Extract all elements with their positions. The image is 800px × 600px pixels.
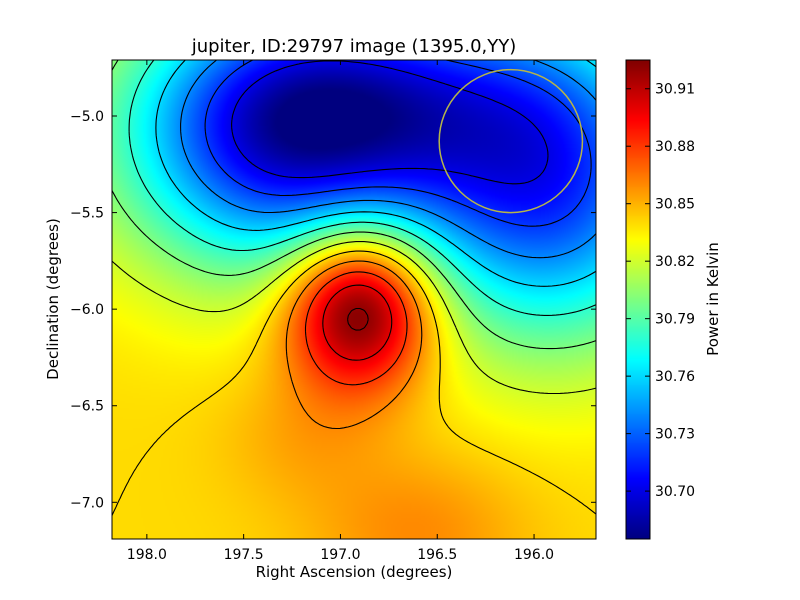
x-axis: 198.0 197.5 197.0 196.5 196.0 <box>127 60 554 563</box>
colorbar-frame <box>625 59 651 540</box>
contour-level-7 <box>111 250 597 516</box>
contour-lines <box>111 59 597 516</box>
y-tick-label: −7.0 <box>70 495 104 511</box>
y-tick-label: −6.0 <box>70 302 104 318</box>
x-axis-label: Right Ascension (degrees) <box>256 563 453 581</box>
y-axis-label: Declination (degrees) <box>44 218 62 380</box>
colorbar-label: Power in Kelvin <box>704 242 722 356</box>
y-tick-label: −5.0 <box>70 109 104 125</box>
colorbar-tick-label: 30.70 <box>655 484 695 500</box>
x-tick-label: 196.5 <box>417 547 457 563</box>
colorbar-tick-label: 30.82 <box>655 254 695 270</box>
x-tick-label: 196.0 <box>514 547 554 563</box>
contour-level-4 <box>128 59 597 316</box>
contour-level-3 <box>155 59 597 287</box>
contour-level-9 <box>304 271 408 386</box>
colorbar-gradient <box>626 60 650 539</box>
plot-frame <box>111 59 597 540</box>
contour-level-0 <box>231 60 549 185</box>
colorbar-tick-label: 30.88 <box>655 139 695 155</box>
colorbar-tick-label: 30.85 <box>655 197 695 213</box>
chart-title: jupiter, ID:29797 image (1395.0,YY) <box>191 36 517 57</box>
heatmap-image <box>112 60 596 539</box>
colorbar-tick-label: 30.91 <box>655 82 695 98</box>
contour-level-8 <box>285 260 423 430</box>
contour-level-5 <box>111 59 597 350</box>
contour-level-11 <box>347 307 369 331</box>
y-tick-label: −6.5 <box>70 399 104 415</box>
colorbar-axis: 30.70 30.73 30.76 30.79 30.82 30.85 30.88 30.91 <box>626 82 695 500</box>
x-tick-label: 198.0 <box>127 547 167 563</box>
contour-level-10 <box>322 284 393 361</box>
contour-level-1 <box>204 59 592 227</box>
y-tick-label: −5.5 <box>70 206 104 222</box>
x-tick-label: 197.0 <box>320 547 360 563</box>
colorbar-tick-label: 30.76 <box>655 369 695 385</box>
y-axis: −5.0 −5.5 −6.0 −6.5 −7.0 <box>70 109 596 511</box>
colorbar-tick-label: 30.73 <box>655 427 695 443</box>
beam-circle <box>438 68 584 214</box>
contour-level-6 <box>111 240 597 395</box>
x-tick-label: 197.5 <box>224 547 264 563</box>
colorbar-tick-label: 30.79 <box>655 312 695 328</box>
